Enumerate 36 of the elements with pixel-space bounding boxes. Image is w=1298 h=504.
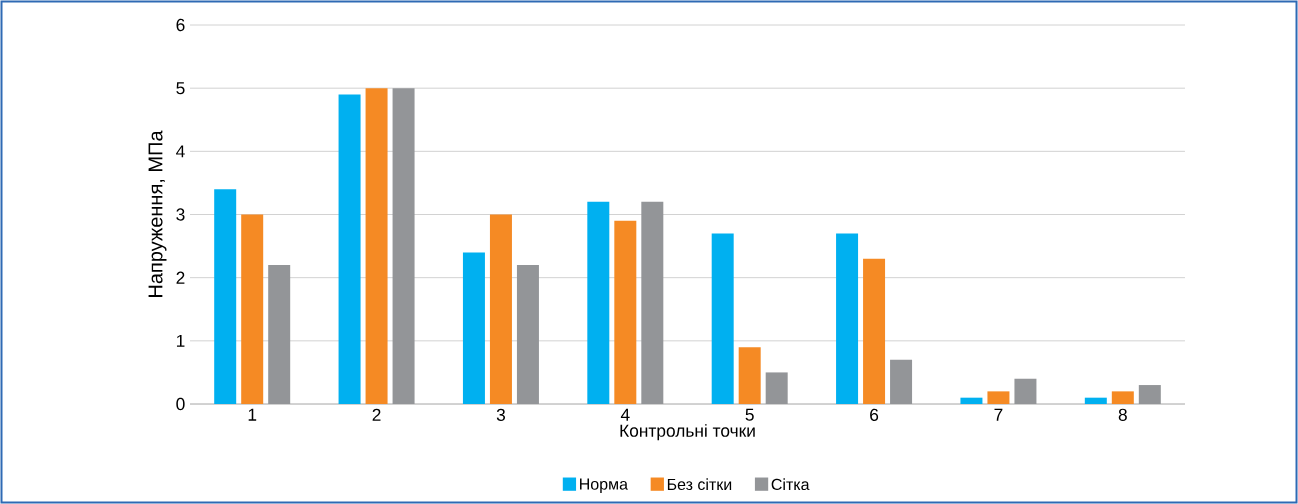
bar [241, 214, 264, 404]
y-tick-label: 0 [176, 397, 185, 411]
y-axis-title: Напруження, МПа [148, 130, 167, 297]
bar [1111, 391, 1134, 404]
bar [987, 391, 1010, 404]
x-tick-label: 5 [745, 408, 754, 421]
bar [738, 347, 761, 404]
bar [462, 252, 485, 404]
legend-label: Сітка [771, 478, 810, 491]
bar [960, 397, 983, 404]
legend-label: Без сітки [667, 478, 732, 491]
y-tick-label: 3 [176, 208, 185, 221]
bar [587, 201, 610, 404]
legend-label: Норма [580, 478, 628, 493]
bar [863, 258, 886, 404]
bar [614, 220, 637, 404]
bar [1084, 397, 1107, 404]
y-tick-label: 2 [176, 271, 185, 284]
x-tick-label: 4 [620, 408, 630, 421]
x-tick-label: 7 [994, 408, 1003, 421]
bar [338, 94, 361, 404]
x-tick-label: 6 [870, 408, 879, 421]
x-tick-label: 3 [496, 408, 506, 421]
bar [711, 233, 734, 404]
y-tick-label: 5 [176, 82, 185, 95]
x-tick-label: 8 [1118, 408, 1127, 421]
bar [836, 233, 859, 404]
y-tick-label: 1 [176, 334, 185, 347]
y-tick-label: 4 [176, 145, 185, 158]
bar [214, 189, 237, 404]
x-tick-label: 1 [248, 408, 257, 421]
x-tick-label: 2 [372, 408, 381, 421]
bar [365, 88, 388, 404]
bar [489, 214, 512, 404]
x-axis-title: Контрольні точки [620, 424, 755, 441]
y-tick-label: 6 [176, 18, 185, 32]
